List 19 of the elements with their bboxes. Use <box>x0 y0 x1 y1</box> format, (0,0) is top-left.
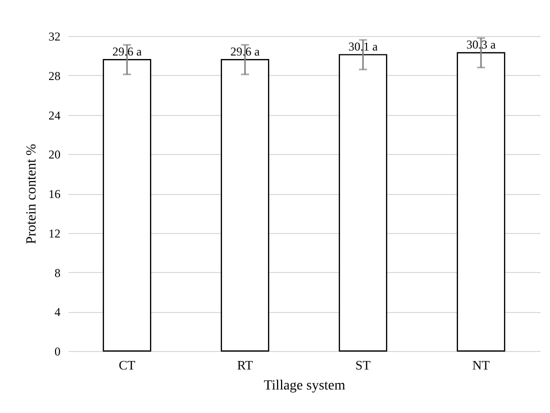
y-tick-label: 4 <box>54 305 60 320</box>
y-tick-label: 28 <box>48 68 60 83</box>
y-tick-label: 12 <box>48 226 60 240</box>
x-tick-label: RT <box>237 358 253 372</box>
y-axis-title: Protein content % <box>24 144 40 244</box>
y-tick-label: 24 <box>48 108 60 122</box>
y-tick-label: 16 <box>48 187 60 201</box>
data-label: 30.3 a <box>466 38 496 52</box>
x-tick-label: CT <box>118 358 136 372</box>
x-tick-label: NT <box>472 358 490 372</box>
data-label: 30.1 a <box>348 40 378 54</box>
data-label: 29.6 a <box>230 44 260 59</box>
x-axis-title: Tillage system <box>264 378 346 394</box>
y-tick-label: 32 <box>48 30 60 44</box>
y-tick-label: 0 <box>54 344 60 358</box>
y-tick-label: 8 <box>54 266 60 280</box>
x-tick-label: ST <box>355 358 371 372</box>
data-label: 29.6 a <box>112 44 142 59</box>
y-tick-label: 20 <box>48 148 60 162</box>
